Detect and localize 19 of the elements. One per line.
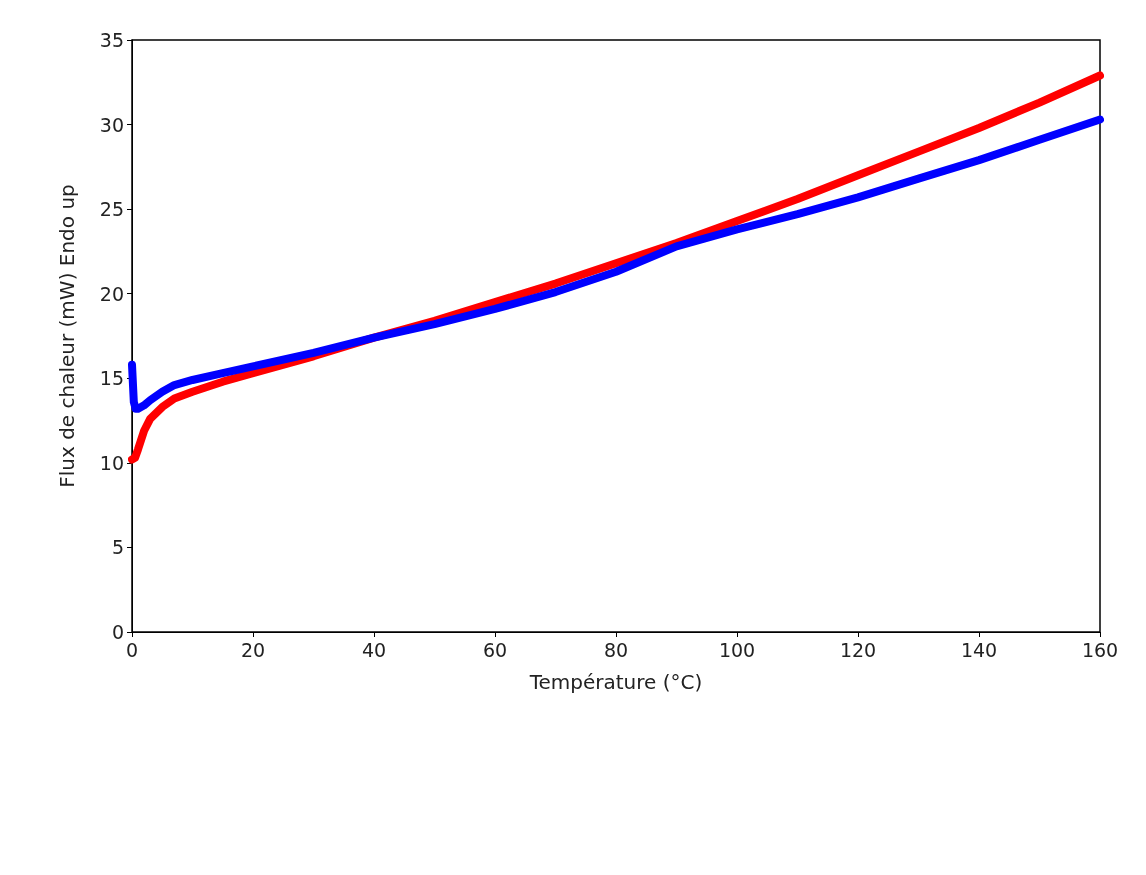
x-tick-label: 60 bbox=[482, 638, 508, 661]
x-tick-label: 160 bbox=[1081, 638, 1119, 661]
y-tick-label: 35 bbox=[99, 29, 124, 51]
y-tick-label: 25 bbox=[99, 198, 124, 221]
y-tick-label: 15 bbox=[99, 367, 124, 390]
y-tick-label: 20 bbox=[99, 282, 124, 305]
x-tick-label: 0 bbox=[125, 638, 139, 661]
x-axis-title: Température (°C) bbox=[528, 670, 703, 694]
x-tick-label: 100 bbox=[718, 638, 756, 661]
x-tick-label: 40 bbox=[361, 638, 387, 661]
y-tick-label: 5 bbox=[111, 536, 124, 559]
x-tick-label: 120 bbox=[839, 638, 877, 661]
x-tick-label: 80 bbox=[603, 638, 629, 661]
y-tick-label: 30 bbox=[99, 113, 124, 136]
y-tick-label: 10 bbox=[99, 451, 124, 474]
x-tick-label: 20 bbox=[240, 638, 266, 661]
y-axis-title: Flux de chaleur (mW) Endo up bbox=[55, 184, 79, 488]
x-tick-label: 140 bbox=[960, 638, 998, 661]
y-tick-label: 0 bbox=[111, 621, 124, 643]
